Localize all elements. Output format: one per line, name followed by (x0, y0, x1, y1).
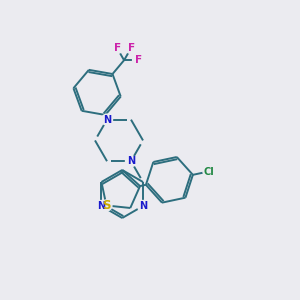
Text: N: N (103, 115, 111, 124)
Circle shape (133, 55, 144, 66)
Text: Cl: Cl (203, 167, 214, 176)
Circle shape (101, 114, 112, 125)
Text: N: N (127, 156, 135, 166)
Text: N: N (98, 201, 106, 211)
Text: F: F (134, 55, 142, 65)
Circle shape (126, 43, 136, 54)
Circle shape (137, 200, 148, 211)
Circle shape (112, 43, 123, 54)
Text: F: F (128, 43, 135, 53)
Text: N: N (139, 201, 147, 211)
Text: F: F (113, 43, 121, 53)
Circle shape (101, 200, 112, 211)
Circle shape (203, 166, 214, 177)
Text: S: S (102, 199, 111, 212)
Circle shape (96, 200, 107, 211)
Circle shape (125, 156, 136, 167)
